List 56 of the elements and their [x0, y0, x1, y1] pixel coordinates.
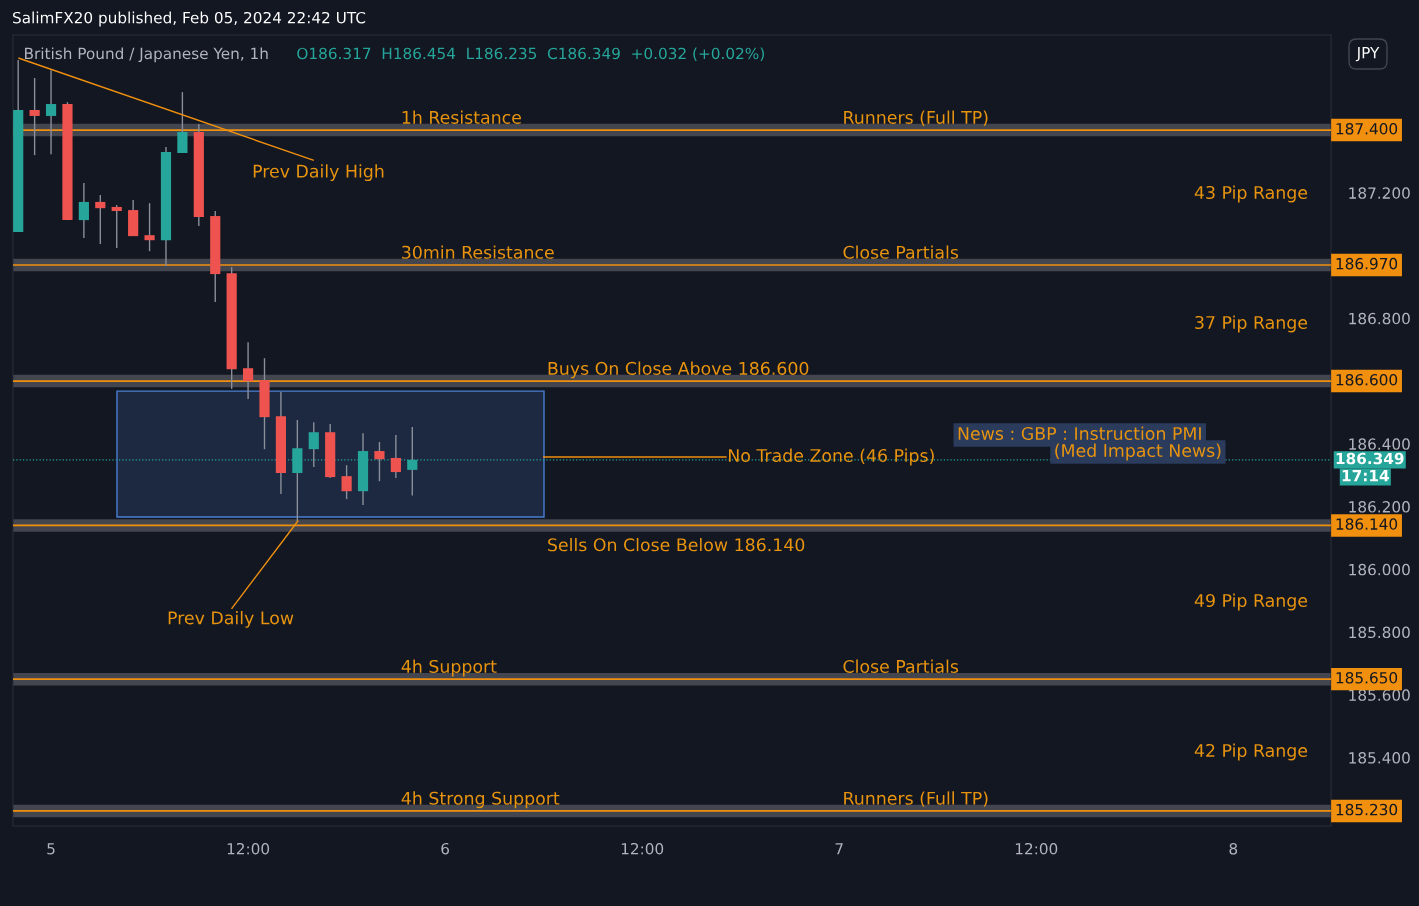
ref-line-label: 186.600	[1336, 373, 1398, 386]
candlestick	[95, 194, 106, 245]
annotation: Prev Daily Low	[168, 610, 294, 628]
y-tick-label: 185.400	[1349, 752, 1410, 764]
annotation: Close Partials	[843, 659, 959, 674]
annotation: Buys On Close Above 186.600	[548, 361, 809, 379]
ref-line-label: 187.400	[1336, 122, 1398, 135]
y-tick-label: 186.400	[1349, 438, 1410, 450]
x-tick-label: 5	[47, 843, 55, 855]
ref-line-label: 185.230	[1336, 803, 1398, 816]
candlestick	[78, 182, 89, 239]
candlestick	[374, 441, 385, 482]
annotation: Runners (Full TP)	[844, 791, 988, 807]
y-tick-label: 186.200	[1349, 501, 1410, 513]
x-tick-label: 7	[835, 843, 843, 855]
annotation: 42 Pip Range	[1194, 743, 1308, 761]
annotation: No Trade Zone (46 Pips)	[729, 448, 934, 466]
annotation: News : GBP : Instruction PMI	[958, 426, 1201, 441]
x-tick-label: 8	[1229, 842, 1238, 855]
text: SalimFX20 published, Feb 05, 2024 22:42 UTC	[13, 11, 366, 27]
annotation: 43 Pip Range	[1194, 185, 1308, 203]
annotation: 4h Strong Support	[401, 791, 560, 809]
ref-line-label: 186.140	[1336, 518, 1398, 530]
annotation: 49 Pip Range	[1194, 593, 1308, 611]
annotation: (Med Impact News)	[1055, 443, 1221, 461]
annotation: Close Partials	[843, 245, 959, 259]
x-tick-label: 12:00	[1015, 842, 1058, 855]
text: JPY	[1355, 47, 1380, 62]
candlestick	[144, 202, 155, 252]
candlestick	[177, 91, 188, 154]
ref-line-label: 186.349	[1336, 452, 1404, 465]
ref-line-label: 185.650	[1336, 672, 1398, 684]
text: British Pound / Japanese Yen, 1h	[25, 47, 268, 63]
candlestick	[45, 69, 57, 155]
candlestick	[29, 77, 40, 156]
candlestick	[111, 204, 122, 249]
y-tick-label: 186.000	[1349, 563, 1410, 576]
x-tick-label: 6	[441, 842, 450, 855]
annotation: 37 Pip Range	[1195, 315, 1308, 333]
annotation: Sells On Close Below 186.140	[548, 537, 805, 552]
candlestick	[341, 464, 352, 500]
y-tick-label: 185.800	[1349, 626, 1410, 639]
text: 17:14	[1342, 470, 1389, 482]
y-tick-label: 186.800	[1349, 312, 1410, 325]
annotation: 30min Resistance	[402, 245, 554, 259]
annotation: Runners (Full TP)	[844, 110, 988, 126]
x-tick-label: 12:00	[227, 842, 270, 855]
annotation: 4h Support	[401, 659, 497, 677]
annotation: 1h Resistance	[402, 110, 521, 124]
candlestick	[242, 341, 254, 400]
ref-line-label: 186.970	[1336, 257, 1398, 270]
annotation: Prev Daily High	[253, 164, 384, 182]
candlestick	[390, 434, 401, 479]
x-tick-label: 12:00	[621, 842, 664, 855]
text: O186.317 H186.454 L186.235 C186.349 +0.032 (+0.02%)	[297, 47, 764, 62]
y-tick-label: 187.200	[1349, 187, 1410, 199]
